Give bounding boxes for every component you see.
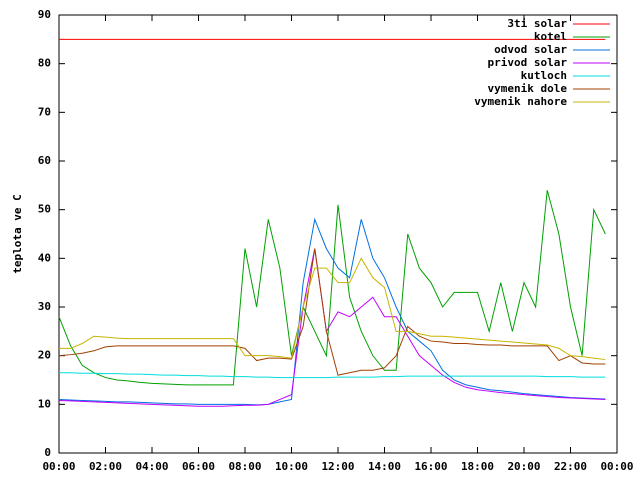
x-tick-label: 04:00 xyxy=(135,460,168,473)
series-line xyxy=(58,248,606,407)
y-tick-label: 0 xyxy=(44,446,51,459)
x-tick-label: 10:00 xyxy=(275,460,308,473)
y-tick-label: 50 xyxy=(38,203,51,216)
series-line xyxy=(59,257,606,361)
legend-label: 3ti solar xyxy=(507,17,567,30)
x-tick-label: 18:00 xyxy=(461,460,494,473)
y-tick-label: 60 xyxy=(38,154,51,167)
y-tick-label: 70 xyxy=(38,105,51,118)
y-tick-label: 10 xyxy=(38,397,51,410)
x-tick-label: 00:00 xyxy=(600,460,633,473)
x-tick-label: 00:00 xyxy=(42,460,75,473)
x-tick-label: 06:00 xyxy=(182,460,215,473)
legend-label: odvod solar xyxy=(494,43,567,56)
x-tick-label: 02:00 xyxy=(89,460,122,473)
x-tick-label: 08:00 xyxy=(228,460,261,473)
x-tick-label: 12:00 xyxy=(321,460,354,473)
legend-label: vymenik nahore xyxy=(474,95,567,108)
y-axis-label: teplota ve C xyxy=(11,194,24,273)
x-tick-label: 14:00 xyxy=(368,460,401,473)
legend-label: privod solar xyxy=(488,56,568,69)
y-tick-label: 40 xyxy=(38,251,51,264)
series-line xyxy=(58,190,606,386)
y-tick-label: 80 xyxy=(38,57,51,70)
series-line xyxy=(58,248,606,376)
x-tick-label: 20:00 xyxy=(507,460,540,473)
legend-label: kotel xyxy=(534,30,567,43)
x-tick-label: 22:00 xyxy=(554,460,587,473)
series-line xyxy=(59,372,606,379)
series-line xyxy=(58,217,606,406)
legend-label: kutloch xyxy=(521,69,567,82)
y-tick-label: 90 xyxy=(38,8,51,21)
y-tick-label: 20 xyxy=(38,349,51,362)
y-tick-label: 30 xyxy=(38,300,51,313)
x-tick-label: 16:00 xyxy=(414,460,447,473)
legend-label: vymenik dole xyxy=(488,82,568,95)
